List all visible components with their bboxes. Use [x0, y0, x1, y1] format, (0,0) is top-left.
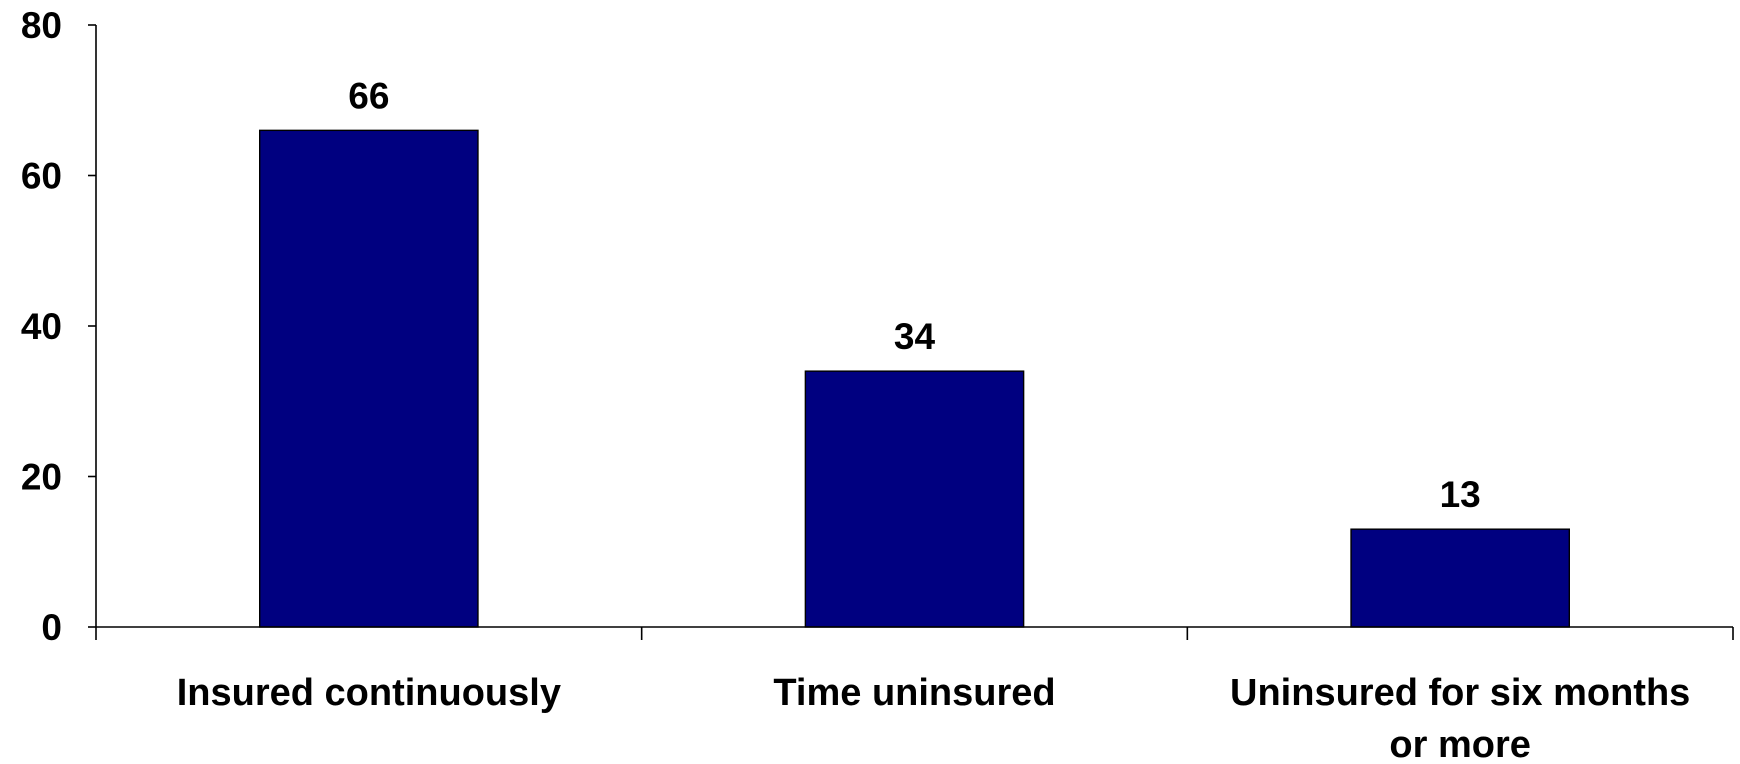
data-label-3: 13 [1440, 474, 1481, 515]
bar-1 [259, 129, 479, 628]
x-category-label-1: Insured continuously [177, 672, 561, 714]
x-category-label-line: Time uninsured [773, 672, 1055, 714]
x-category-label-2: Time uninsured [773, 672, 1055, 714]
data-label-2: 34 [894, 316, 936, 357]
labels-group: 66 34 13 0 20 40 60 80 Insured continuously Time … [21, 5, 1690, 764]
y-tick-label: 0 [41, 607, 62, 648]
x-category-label-line: Uninsured for six months [1230, 672, 1690, 714]
y-tick-label: 20 [21, 457, 62, 498]
y-tick-label: 60 [21, 156, 62, 197]
axes-group [88, 24, 1734, 640]
x-category-label-3: Uninsured for six months or more [1230, 672, 1690, 764]
bars-group [259, 129, 1570, 628]
x-category-label-line: Insured continuously [177, 672, 561, 714]
bar-3 [1350, 528, 1570, 628]
bar-2 [804, 370, 1025, 628]
x-category-label-line: or more [1389, 724, 1530, 764]
y-tick-label: 40 [21, 306, 62, 347]
y-tick-label: 80 [21, 5, 62, 46]
data-label-1: 66 [348, 75, 389, 116]
